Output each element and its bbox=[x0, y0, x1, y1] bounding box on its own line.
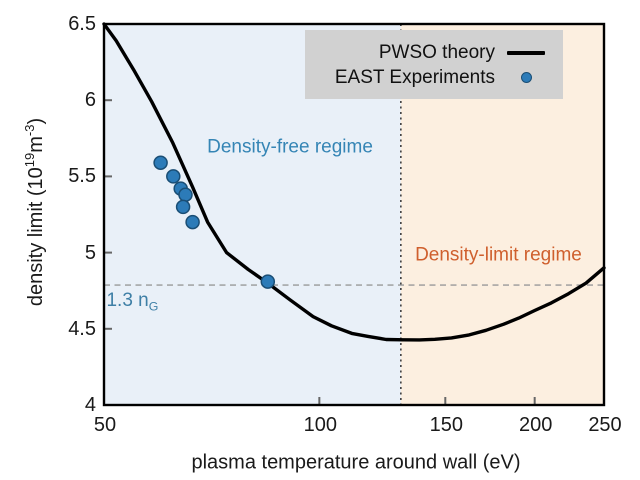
legend-item-pwso-theory: PWSO theory bbox=[313, 40, 545, 65]
y-axis-title-superscript: -3 bbox=[22, 124, 38, 137]
data-point bbox=[178, 187, 193, 202]
x-tick-label-50: 50 bbox=[93, 414, 117, 436]
experiment-dot-icon bbox=[507, 72, 545, 83]
y-axis-title-text: ) bbox=[24, 117, 47, 125]
legend: PWSO theory EAST Experiments bbox=[305, 30, 563, 99]
x-tick-label-100: 100 bbox=[303, 414, 338, 436]
y-axis-title: density limit (1019m-3) bbox=[22, 118, 48, 306]
theory-line-icon bbox=[507, 50, 545, 55]
legend-item-east-experiments: EAST Experiments bbox=[313, 65, 545, 90]
greenwald-fraction-text: 1.3 n bbox=[106, 290, 149, 312]
y-tick-label-5.5: 5.5 bbox=[68, 165, 96, 188]
legend-label-east-experiments: EAST Experiments bbox=[334, 67, 495, 88]
y-tick-label-6: 6 bbox=[84, 89, 96, 112]
data-point bbox=[185, 214, 200, 230]
greenwald-fraction-label: 1.3 nG bbox=[106, 291, 158, 313]
x-axis-title: plasma temperature around wall (eV) bbox=[191, 451, 521, 474]
y-axis-title-text: density limit (10 bbox=[24, 167, 47, 307]
data-point bbox=[166, 169, 181, 184]
theory-curve bbox=[102, 22, 606, 342]
y-tick-label-6.5: 6.5 bbox=[68, 13, 96, 35]
y-axis-title-superscript: 19 bbox=[22, 152, 38, 168]
x-tick-label-200: 200 bbox=[518, 414, 553, 436]
y-tick-label-4.5: 4.5 bbox=[68, 317, 96, 340]
x-tick-label-250: 250 bbox=[588, 414, 622, 436]
data-point bbox=[260, 274, 276, 289]
y-tick-label-5: 5 bbox=[84, 241, 96, 264]
y-tick-label-4: 4 bbox=[84, 394, 96, 416]
y-axis-title-text: m bbox=[24, 136, 47, 153]
x-tick-label-150: 150 bbox=[429, 414, 463, 436]
legend-label-pwso-theory: PWSO theory bbox=[378, 42, 495, 63]
data-point bbox=[175, 199, 191, 215]
plot-border bbox=[102, 22, 606, 407]
greenwald-fraction-subscript: G bbox=[148, 299, 159, 314]
density-limit-regime-label: Density-limit regime bbox=[415, 244, 582, 266]
data-point bbox=[153, 155, 168, 170]
density-free-regime-label: Density-free regime bbox=[207, 136, 373, 158]
